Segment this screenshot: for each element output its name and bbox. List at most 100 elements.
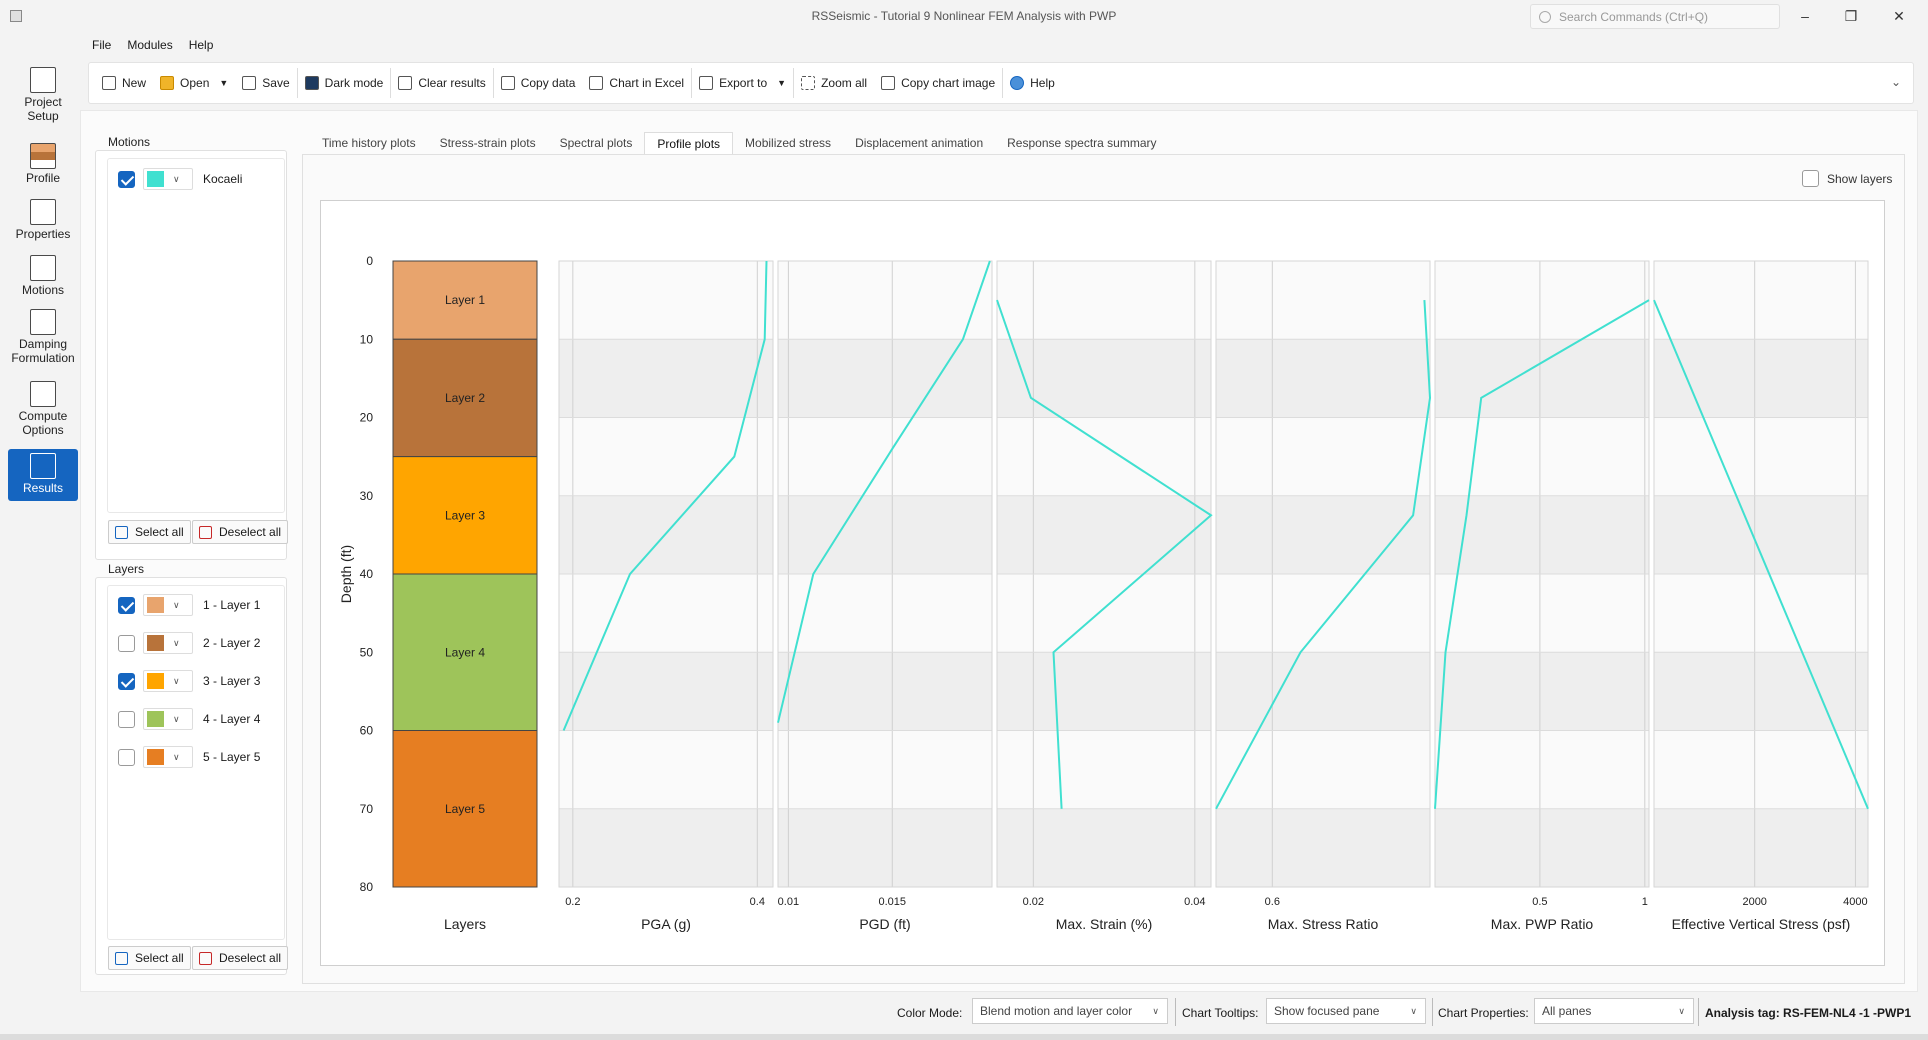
nav-label: Compute Options: [18, 409, 68, 437]
y-tick-label: 50: [360, 645, 374, 659]
tab-time-history-plots[interactable]: Time history plots: [322, 136, 416, 150]
layer-item[interactable]: ∨ 3 - Layer 3: [118, 670, 260, 692]
close-button[interactable]: ✕: [1893, 8, 1905, 24]
layer-color-dropdown[interactable]: ∨: [143, 708, 193, 730]
panel-band: [1216, 808, 1430, 887]
export-to-label: Export to: [719, 76, 768, 90]
nav-damping-formulation[interactable]: Damping Formulation: [8, 305, 78, 377]
chart-tooltips-value: Show focused pane: [1274, 1004, 1380, 1018]
panel-x-label: Max. Stress Ratio: [1268, 916, 1379, 932]
panel-band: [1435, 808, 1649, 887]
toolbar-separator: [691, 68, 693, 98]
panel-band: [1654, 339, 1868, 418]
panel-band: [1435, 730, 1649, 809]
tab-profile-plots[interactable]: Profile plots: [644, 132, 734, 154]
panel-band: [778, 574, 992, 653]
copy-chart-image-button[interactable]: Copy chart image: [874, 68, 1002, 98]
layer-checkbox[interactable]: [118, 748, 135, 766]
copy-data-icon: [500, 76, 515, 90]
nav-label: Results: [22, 481, 63, 495]
toolbar-separator: [296, 68, 298, 98]
motions-select-all-button[interactable]: Select all: [108, 520, 191, 544]
x-tick-label: 0.04: [1184, 896, 1205, 908]
chevron-down-icon: ∨: [1410, 1005, 1417, 1016]
chevron-down-icon[interactable]: ▼: [777, 78, 787, 88]
motion-item[interactable]: ∨ Kocaeli: [118, 168, 242, 190]
layer-item[interactable]: ∨ 1 - Layer 1: [118, 594, 260, 616]
menu-modules[interactable]: Modules: [127, 38, 173, 52]
tab-stress-strain-plots[interactable]: Stress-strain plots: [439, 136, 536, 150]
nav-profile[interactable]: Profile: [8, 133, 78, 195]
tab-spectral-plots[interactable]: Spectral plots: [559, 136, 633, 150]
layer-checkbox[interactable]: [118, 710, 135, 728]
panel-border: [1653, 260, 1869, 888]
layer-block-label: Layer 1: [445, 293, 485, 307]
zoom-all-button[interactable]: Zoom all: [794, 68, 874, 98]
panel-band: [559, 730, 773, 809]
layer-color-dropdown[interactable]: ∨: [143, 746, 193, 768]
status-separator: [1698, 998, 1699, 1026]
export-to-button[interactable]: Export to ▼: [692, 68, 793, 98]
open-button[interactable]: Open ▼: [153, 68, 235, 98]
motion-label: Kocaeli: [203, 172, 243, 186]
help-icon: [1010, 76, 1025, 90]
chart-in-excel-button[interactable]: Chart in Excel: [582, 68, 691, 98]
layer-item[interactable]: ∨ 2 - Layer 2: [118, 632, 260, 654]
chevron-down-icon: ∨: [173, 599, 180, 610]
motions-list: [107, 158, 285, 513]
layer-checkbox[interactable]: [118, 634, 135, 652]
dark-mode-label: Dark mode: [324, 76, 384, 90]
toolbar-expand-icon[interactable]: ⌄: [1890, 75, 1901, 89]
color-mode-dropdown[interactable]: Blend motion and layer color ∨: [972, 998, 1168, 1024]
motion-color-dropdown[interactable]: ∨: [143, 168, 193, 190]
layer-block-label: Layer 3: [445, 508, 485, 522]
copy-data-button[interactable]: Copy data: [494, 68, 583, 98]
panel-band: [1654, 417, 1868, 496]
y-axis-label: Depth (ft): [338, 545, 354, 603]
toolbar-separator: [793, 68, 795, 98]
nav-compute-options[interactable]: Compute Options: [8, 377, 78, 449]
layer-checkbox[interactable]: [118, 672, 135, 690]
layer-block: [392, 338, 538, 458]
minimize-button[interactable]: –: [1801, 8, 1809, 24]
layers-select-all-button[interactable]: Select all: [108, 946, 191, 970]
save-button[interactable]: Save: [235, 68, 296, 98]
layer-item[interactable]: ∨ 5 - Layer 5: [118, 746, 260, 768]
layer-checkbox[interactable]: [118, 596, 135, 614]
series-line: [1434, 299, 1650, 809]
panel-band: [778, 495, 992, 574]
motion-checkbox[interactable]: [118, 170, 135, 188]
new-button[interactable]: New: [95, 68, 153, 98]
motions-deselect-all-button[interactable]: Deselect all: [192, 520, 289, 544]
nav-project-setup[interactable]: Project Setup: [8, 63, 78, 133]
panel-band: [778, 261, 992, 340]
chart-tooltips-dropdown[interactable]: Show focused pane ∨: [1266, 998, 1426, 1024]
show-layers-checkbox[interactable]: [1802, 170, 1819, 187]
dark-mode-button[interactable]: Dark mode: [298, 68, 391, 98]
tab-response-spectra-summary[interactable]: Response spectra summary: [1007, 136, 1157, 150]
tab-mobilized-stress[interactable]: Mobilized stress: [745, 136, 832, 150]
layer-color-dropdown[interactable]: ∨: [143, 594, 193, 616]
nav-motions[interactable]: Motions: [8, 247, 78, 305]
nav-results[interactable]: Results: [8, 449, 78, 501]
menu-help[interactable]: Help: [188, 38, 214, 52]
chart-properties-dropdown[interactable]: All panes ∨: [1534, 998, 1694, 1024]
copy-chart-image-label: Copy chart image: [901, 76, 996, 90]
maximize-button[interactable]: ❐: [1844, 8, 1858, 24]
chevron-down-icon[interactable]: ▼: [219, 78, 229, 88]
nav-properties[interactable]: Properties: [8, 195, 78, 247]
layer-color-dropdown[interactable]: ∨: [143, 632, 193, 654]
show-layers-toggle[interactable]: Show layers: [1802, 170, 1892, 187]
layers-list: [107, 585, 285, 940]
layers-deselect-all-button[interactable]: Deselect all: [192, 946, 289, 970]
menu-file[interactable]: File: [92, 38, 112, 52]
layer-color-dropdown[interactable]: ∨: [143, 670, 193, 692]
search-commands-input[interactable]: Search Commands (Ctrl+Q): [1530, 4, 1780, 29]
search-icon: [1539, 10, 1551, 23]
clear-results-button[interactable]: Clear results: [391, 68, 492, 98]
layer-item[interactable]: ∨ 4 - Layer 4: [118, 708, 260, 730]
y-tick-label: 60: [360, 724, 374, 738]
help-button[interactable]: Help: [1003, 68, 1062, 98]
profile-chart[interactable]: 0 10 20 30 40 50 60 70 80 Depth (ft) Layer 1 Layer …: [321, 201, 1886, 967]
tab-displacement-animation[interactable]: Displacement animation: [855, 136, 984, 150]
